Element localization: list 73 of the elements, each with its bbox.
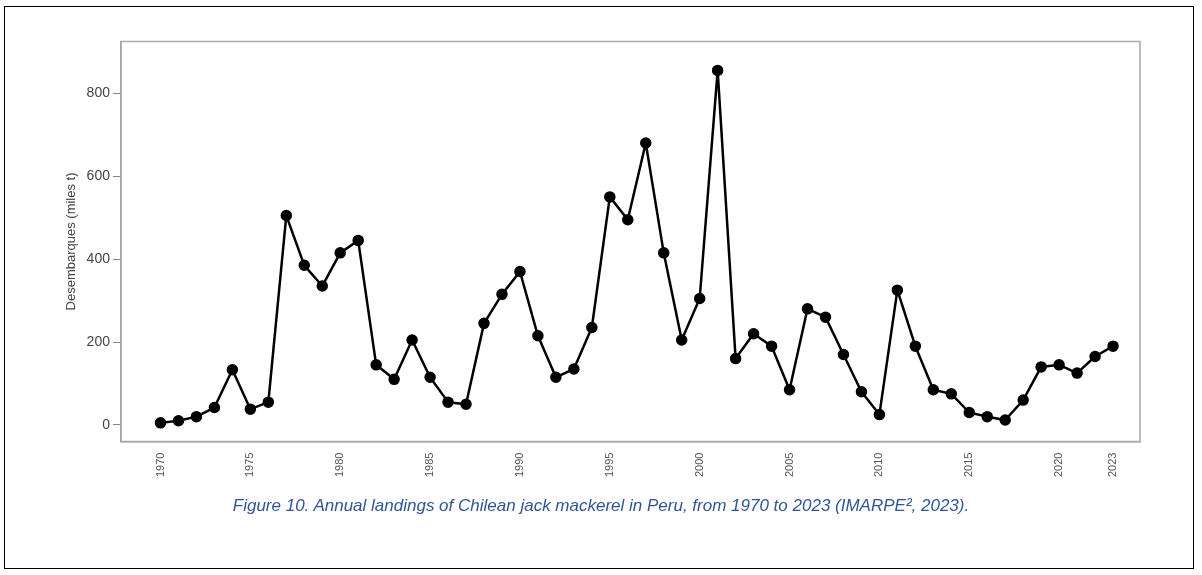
point [837,348,850,361]
x-tick-label: 2015 [962,452,975,478]
x-tick-label: 2005 [782,452,795,478]
point [280,209,293,222]
point [1035,361,1047,373]
point [1107,340,1119,352]
point [514,265,526,278]
point [478,317,490,330]
point [460,398,472,410]
point [244,403,257,415]
point [909,340,922,352]
point [1017,394,1029,406]
point [1071,367,1083,379]
point [873,408,886,421]
point [406,334,418,346]
point [442,396,454,408]
point [190,410,203,423]
y-tick-label: 0 [102,415,111,432]
point [334,247,346,259]
point [729,352,742,365]
point [693,292,706,305]
point [316,280,328,292]
y-axis-title: Desembarques (miles t) [63,172,79,311]
point [640,137,652,149]
y-tick-label: 800 [86,84,111,101]
point [1053,359,1065,371]
point [298,259,311,272]
x-tick-label: 1980 [333,452,346,478]
point [208,401,221,414]
point [891,284,904,296]
point [1089,350,1101,363]
y-tick-label: 200 [86,332,111,349]
x-tick-label: 1990 [512,452,525,478]
y-tick-label: 600 [86,167,111,184]
y-tick-label: 400 [86,249,111,266]
point [981,410,993,423]
point [154,417,167,429]
x-tick-label: 1995 [602,452,615,478]
point [657,247,670,259]
x-tick-label: 1985 [423,452,436,478]
point [172,415,185,427]
point [747,327,760,340]
point [496,288,508,301]
point [424,371,436,384]
point [370,359,382,371]
point [388,373,400,386]
point [999,414,1011,426]
point [855,386,868,398]
x-tick-label: 2020 [1052,452,1065,478]
point [604,191,616,203]
point [226,364,239,376]
point [586,321,598,334]
x-tick-label: 2000 [692,452,705,478]
point [783,383,796,396]
point [675,334,688,346]
point [927,383,940,396]
point [945,388,958,400]
point [532,330,544,342]
point [765,340,778,352]
point [352,234,364,247]
point [801,303,814,315]
point [568,363,580,375]
point [622,213,634,226]
x-tick-label: 1970 [153,452,166,478]
point [262,396,275,408]
x-tick-label: 2023 [1106,452,1119,478]
point [711,64,724,77]
x-tick-label: 2010 [872,452,885,478]
caption: Figure 10. Annual landings of Chilean jack mackerel in Peru, from 1970 to 2023 (IMARPE², 2023). [231,496,971,516]
point [819,311,832,323]
point [550,371,562,384]
point [963,406,976,419]
x-tick-label: 1975 [243,452,256,478]
